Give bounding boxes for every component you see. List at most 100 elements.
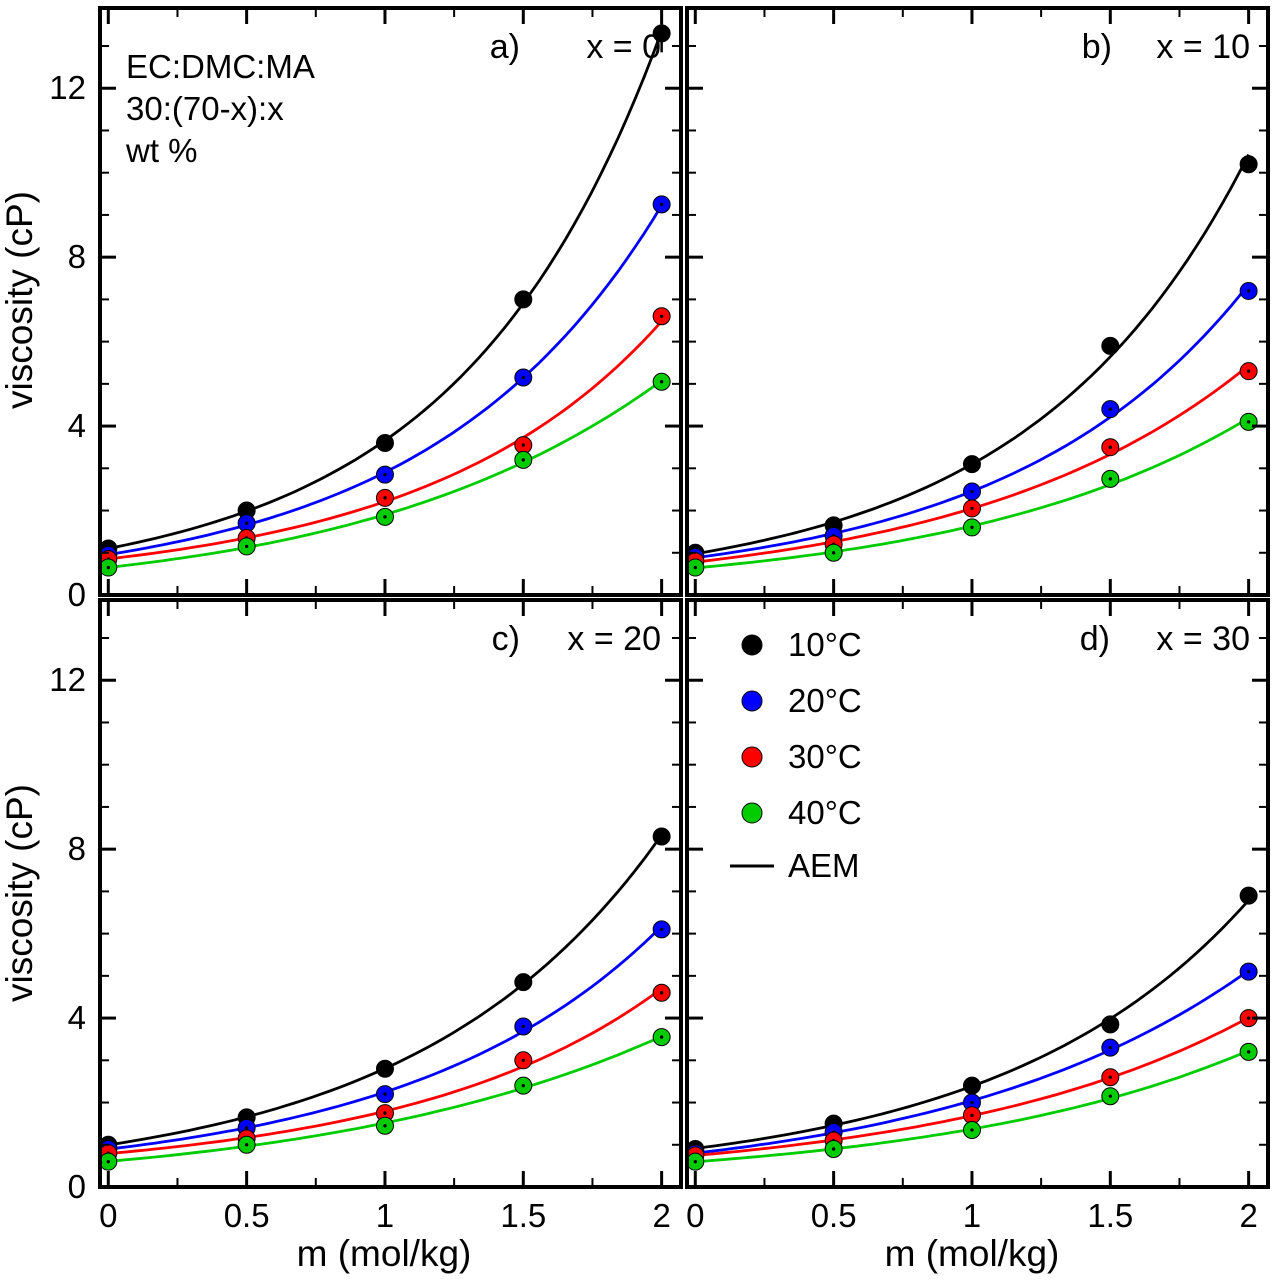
- data-point-center-dot: [106, 1159, 111, 1164]
- data-point-center-dot: [383, 472, 387, 477]
- panel-border: [98, 6, 683, 597]
- panel-border: [98, 598, 683, 1189]
- data-point-center-dot: [659, 1035, 664, 1039]
- data-point-center-dot: [1108, 477, 1113, 481]
- data-point-center-dot: [970, 1113, 974, 1117]
- x-tick-label: 2: [652, 1197, 670, 1234]
- data-point-center-dot: [244, 1143, 249, 1147]
- x-tick-label: 2: [1239, 1197, 1257, 1234]
- x-tick-label: 0.5: [224, 1197, 270, 1234]
- panel-b: [685, 6, 1270, 597]
- y-tick-label: 12: [49, 661, 86, 698]
- data-point-center-dot: [106, 565, 111, 570]
- y-tick-label: 4: [68, 407, 86, 444]
- data-point-center-dot: [1246, 1050, 1251, 1054]
- data-point-center-dot: [659, 202, 664, 207]
- data-point-center-dot: [1246, 420, 1251, 424]
- data-point-center-dot: [1246, 893, 1251, 898]
- panel-a: 0 4 8 12: [49, 6, 683, 613]
- y-tick-label: 4: [68, 999, 86, 1036]
- data-point-center-dot: [244, 1126, 249, 1130]
- data-point-center-dot: [970, 1083, 974, 1088]
- data-point-center-dot: [1108, 344, 1113, 348]
- data-point-center-dot: [383, 1067, 387, 1071]
- legend-label-20c: 20°C: [788, 682, 862, 719]
- data-point-center-dot: [1108, 445, 1113, 449]
- data-point-center-dot: [970, 462, 974, 466]
- data-point-center-dot: [1246, 369, 1251, 373]
- data-point-center-dot: [659, 380, 664, 384]
- x-tick-label: 0: [99, 1197, 117, 1234]
- legend-label-40c: 40°C: [788, 794, 862, 831]
- data-point-center-dot: [1108, 1022, 1113, 1027]
- x-tick-label: 1: [963, 1197, 981, 1234]
- data-point-center-dot: [970, 489, 974, 494]
- panel-b-label: b): [1082, 28, 1112, 66]
- panel-border: [685, 6, 1270, 597]
- data-point-center-dot: [244, 544, 249, 549]
- legend-label-aem: AEM: [788, 847, 860, 884]
- y-tick-label: 8: [68, 238, 86, 275]
- data-point-center-dot: [970, 506, 974, 511]
- data-point-center-dot: [1246, 162, 1251, 166]
- panel-b-title: x = 10: [1156, 28, 1250, 66]
- data-point-center-dot: [521, 1058, 525, 1063]
- data-point-center-dot: [521, 375, 525, 380]
- panel-a-label: a): [490, 28, 520, 66]
- legend-marker-40c-icon: [741, 802, 763, 824]
- composition-annotation-line-1: EC:DMC:MA: [126, 48, 315, 85]
- y-tick-label: 8: [68, 830, 86, 867]
- data-point-center-dot: [693, 565, 697, 570]
- legend-label-10c: 10°C: [788, 626, 862, 663]
- data-point-center-dot: [659, 991, 664, 995]
- data-point-center-dot: [383, 496, 387, 500]
- data-point-center-dot: [1246, 969, 1251, 974]
- y-axis-label-bottom: viscosity (cP): [0, 784, 40, 1002]
- panel-d-label: d): [1080, 620, 1110, 658]
- data-point-center-dot: [383, 1124, 387, 1128]
- data-point-center-dot: [521, 443, 525, 447]
- panel-d-title: x = 30: [1156, 620, 1250, 658]
- data-point-center-dot: [659, 314, 664, 318]
- composition-annotation-line-3: wt %: [125, 132, 198, 169]
- data-point-center-dot: [383, 1092, 387, 1096]
- panel-c-label: c): [492, 620, 520, 658]
- data-point-center-dot: [1108, 1094, 1113, 1098]
- y-tick-label: 0: [68, 1168, 86, 1205]
- x-tick-label: 1.5: [500, 1197, 546, 1234]
- y-axis-label-top: viscosity (cP): [0, 191, 40, 409]
- legend-label-30c: 30°C: [788, 738, 862, 775]
- panel-border: [685, 598, 1270, 1189]
- aem-curve-b-20°C: [689, 283, 1250, 560]
- data-point-center-dot: [383, 1111, 387, 1115]
- data-point-center-dot: [1108, 1075, 1113, 1079]
- labels-layer: viscosity (cP) viscosity (cP) m (mol/kg)…: [0, 28, 1250, 1274]
- panel-c: 0 4 8 12 0 0.5 1 1.5 2: [49, 598, 683, 1234]
- data-point-center-dot: [693, 1159, 697, 1164]
- data-point-center-dot: [244, 521, 249, 525]
- y-tick-label: 0: [68, 576, 86, 613]
- data-point-center-dot: [1108, 1045, 1113, 1050]
- data-point-center-dot: [970, 1128, 974, 1132]
- legend-marker-30c-icon: [741, 746, 763, 768]
- data-point-center-dot: [383, 441, 387, 445]
- panel-d: 0 0.5 1 1.5 2: [685, 598, 1270, 1234]
- x-axis-label-right: m (mol/kg): [885, 1233, 1060, 1274]
- legend-marker-20c-icon: [741, 690, 763, 712]
- data-point-center-dot: [659, 31, 664, 36]
- x-tick-label: 0: [686, 1197, 704, 1234]
- data-point-center-dot: [831, 523, 836, 528]
- data-point-center-dot: [970, 525, 974, 530]
- legend: 10°C 20°C 30°C 40°C AEM: [730, 626, 862, 884]
- data-point-center-dot: [659, 927, 664, 932]
- data-point-center-dot: [1108, 407, 1113, 411]
- x-tick-label: 0.5: [811, 1197, 857, 1234]
- data-point-center-dot: [244, 508, 249, 513]
- data-point-center-dot: [831, 551, 836, 555]
- data-point-center-dot: [521, 297, 525, 302]
- data-point-center-dot: [659, 834, 664, 839]
- data-point-center-dot: [244, 1115, 249, 1120]
